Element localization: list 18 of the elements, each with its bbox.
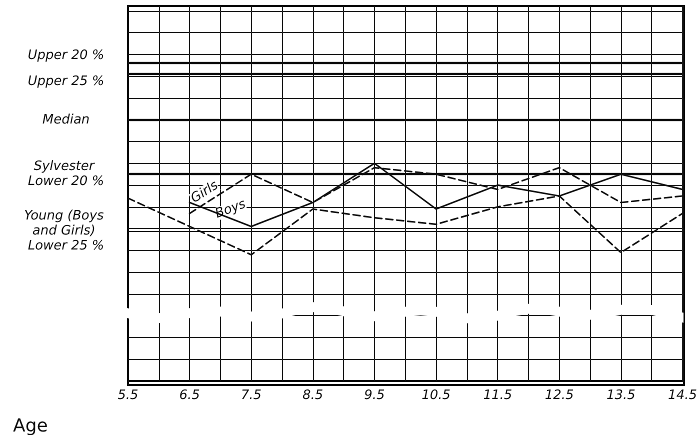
x-axis-title: Age: [13, 416, 48, 435]
x-tick-label: 14.5: [668, 388, 698, 403]
text: Boys: [213, 196, 248, 222]
x-tick-label: 10.5: [422, 388, 451, 403]
x-tick-label: 13.5: [606, 388, 636, 403]
ref-line-label: Upper 25 %: [28, 74, 104, 90]
ref-line-label: Upper 20 %: [28, 48, 104, 64]
x-tick-label: 9.5: [364, 388, 385, 403]
x-tick-label: 7.5: [240, 388, 262, 403]
x-tick-label: 12.5: [544, 388, 574, 403]
ref-line-label: Median: [42, 112, 90, 128]
ref-line-label: Young (Boys and Girls) Lower 25 %: [24, 208, 108, 254]
text: Girls: [188, 178, 222, 206]
ref-line-label: Sylvester Lower 20 %: [28, 159, 104, 190]
x-tick-label: 11.5: [483, 388, 512, 403]
x-tick-label: 6.5: [179, 388, 200, 403]
x-tick-label: 8.5: [302, 388, 324, 403]
x-tick-label: 5.5: [118, 388, 138, 403]
